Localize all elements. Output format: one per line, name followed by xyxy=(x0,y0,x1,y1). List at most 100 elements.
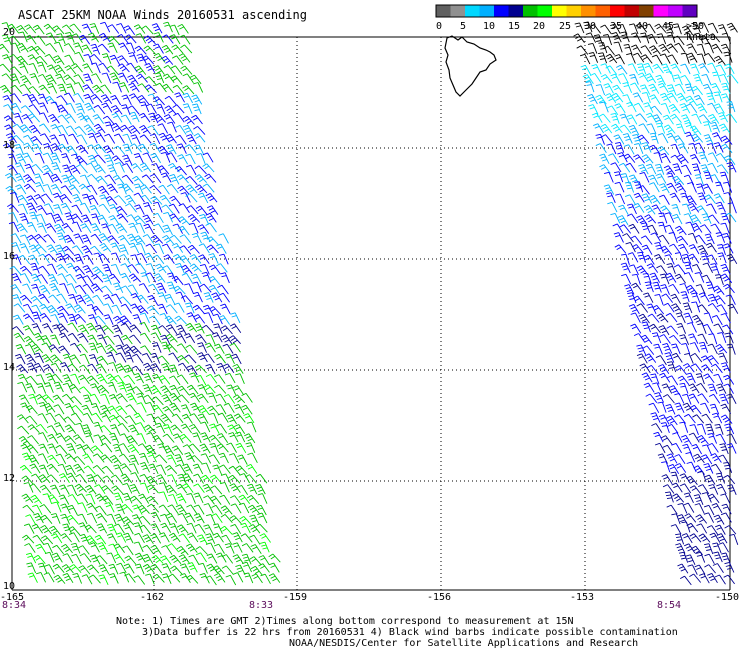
wind-barb xyxy=(693,465,705,475)
wind-barb xyxy=(168,494,178,505)
wind-barb xyxy=(685,95,697,106)
wind-barb xyxy=(64,212,75,223)
wind-barb xyxy=(64,424,77,434)
wind-barb xyxy=(81,574,93,585)
wind-barb xyxy=(171,242,184,253)
wind-barb xyxy=(23,142,35,153)
wind-barb xyxy=(125,415,137,426)
wind-barb xyxy=(52,192,64,203)
wind-barb xyxy=(614,181,625,193)
wind-barb xyxy=(156,464,167,475)
wind-barb xyxy=(22,313,35,323)
wind-barb xyxy=(7,164,19,175)
wind-barb xyxy=(23,336,36,345)
wind-barb xyxy=(127,264,139,274)
wind-barb xyxy=(249,556,262,566)
wind-barb xyxy=(66,443,77,454)
wind-barb xyxy=(215,393,227,404)
wind-barb xyxy=(205,373,218,384)
wind-barb xyxy=(649,323,661,334)
wind-barb xyxy=(673,74,683,86)
wind-barb xyxy=(720,362,731,373)
wind-barb xyxy=(148,463,159,474)
wind-barb xyxy=(118,244,129,255)
wind-barb xyxy=(182,463,193,474)
wind-barb xyxy=(1,34,12,45)
wind-barb xyxy=(600,123,613,134)
wind-barb xyxy=(62,164,73,176)
wind-barb xyxy=(165,333,178,343)
wind-barb xyxy=(41,394,55,404)
wind-barb xyxy=(700,252,710,264)
wind-barb xyxy=(178,225,190,236)
wind-barb xyxy=(133,412,145,423)
wind-barb xyxy=(73,42,84,53)
wind-barb xyxy=(54,223,66,234)
wind-barb xyxy=(707,572,718,584)
wind-barb xyxy=(149,173,162,184)
wind-barb xyxy=(636,265,649,275)
wind-barb xyxy=(113,523,125,534)
wind-barb xyxy=(605,65,618,75)
wind-barb xyxy=(671,213,683,225)
legend-swatch xyxy=(479,5,495,17)
time-label-middle: 8:33 xyxy=(249,600,274,611)
wind-barb xyxy=(212,532,224,543)
wind-barb xyxy=(24,24,37,34)
wind-barb xyxy=(205,513,216,525)
wind-barb xyxy=(215,263,228,273)
wind-barb xyxy=(146,495,159,505)
wind-barb xyxy=(689,485,702,495)
wind-barb xyxy=(53,55,65,65)
wind-barb xyxy=(31,344,44,354)
wind-barb xyxy=(53,41,64,53)
wind-barb xyxy=(694,142,705,153)
wind-barb xyxy=(96,334,108,345)
wind-barb xyxy=(92,453,105,463)
wind-barb xyxy=(662,342,673,354)
wind-barb xyxy=(720,403,732,414)
wind-barb xyxy=(55,252,67,264)
wind-barb xyxy=(651,54,663,65)
wind-barb xyxy=(59,283,69,294)
wind-barb xyxy=(660,435,673,445)
wind-barb xyxy=(658,43,670,54)
wind-barb xyxy=(17,42,29,53)
wind-barb xyxy=(143,223,154,234)
wind-barb xyxy=(19,83,32,94)
wind-barb xyxy=(178,533,190,543)
wind-barb xyxy=(241,543,254,553)
wind-barb xyxy=(25,415,38,425)
wind-barb xyxy=(113,145,126,155)
wind-barb xyxy=(83,124,96,134)
wind-barb xyxy=(630,82,642,93)
wind-barb xyxy=(27,113,40,123)
wind-barb xyxy=(56,323,69,333)
wind-barb xyxy=(64,54,75,65)
wind-barb xyxy=(624,284,635,295)
wind-barb xyxy=(109,424,121,435)
note-line-3: NOAA/NESDIS/Center for Satellite Applica… xyxy=(289,638,639,649)
wind-barb xyxy=(582,74,594,85)
wind-barb xyxy=(613,41,623,53)
wind-barb xyxy=(689,63,700,75)
wind-barb xyxy=(14,173,26,184)
wind-barb xyxy=(686,284,698,295)
wind-barb xyxy=(38,432,49,443)
wind-barb xyxy=(44,551,55,563)
wind-barb xyxy=(157,355,170,365)
wind-barb xyxy=(117,63,130,73)
wind-barb xyxy=(101,465,114,475)
wind-barb xyxy=(174,315,187,325)
wind-barb xyxy=(160,555,172,566)
wind-barb xyxy=(165,465,178,474)
wind-barb xyxy=(164,293,176,305)
wind-barb xyxy=(203,312,214,323)
wind-barb xyxy=(238,502,250,514)
wind-barb xyxy=(706,203,717,214)
wind-barb xyxy=(136,392,146,404)
wind-barb xyxy=(659,194,670,205)
wind-barb xyxy=(635,23,648,33)
wind-barb xyxy=(652,382,662,394)
wind-barb xyxy=(124,383,135,394)
